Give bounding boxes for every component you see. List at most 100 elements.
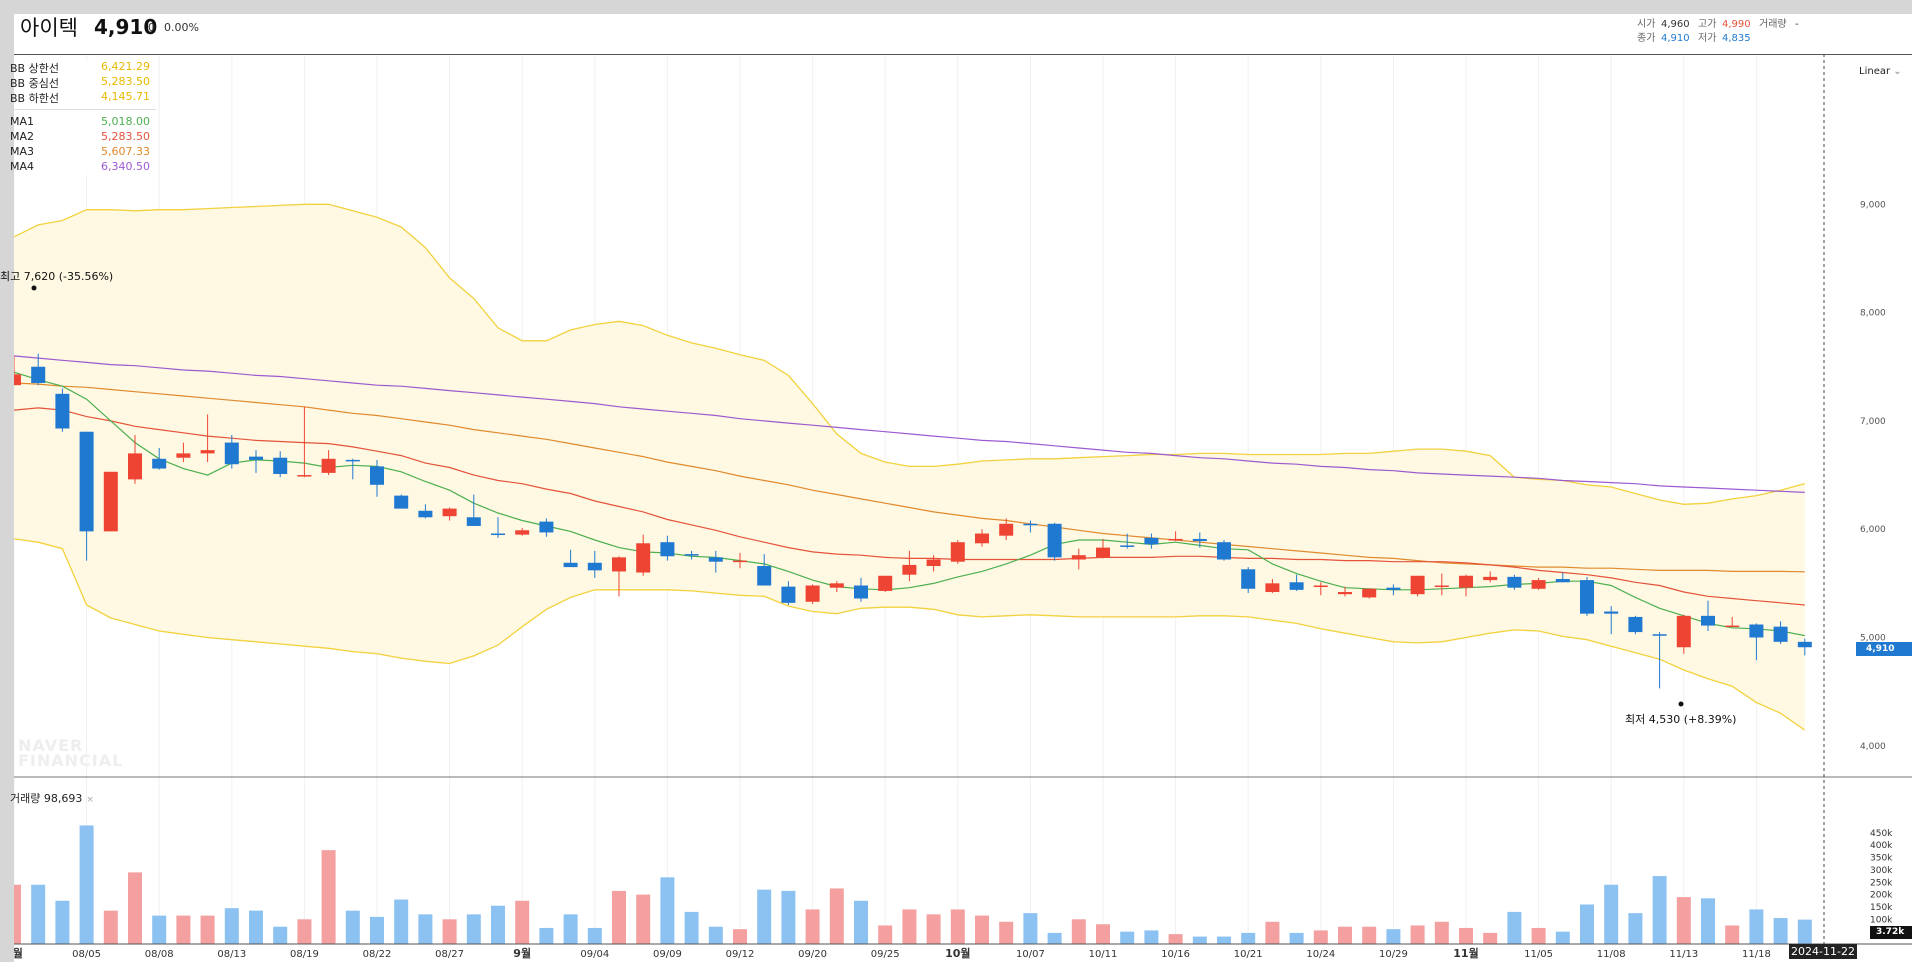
candle-body [466,517,481,526]
price-change-pct: 0.00% [164,21,199,34]
candle-body [224,442,239,465]
volume-bar [999,921,1014,944]
chart-canvas[interactable]: 9,000 8,000 7,000 6,000 5,000 4,000 450k 400k 35… [14,14,1912,962]
volume-title-text: 거래량 98,693 [10,792,83,805]
x-tick-label: 08/22 [363,949,392,960]
ma-legend-name: MA1 [10,115,35,128]
volume-bar [442,919,457,944]
candle-body [539,521,554,533]
volume-bar [636,894,651,944]
candle-body [1338,592,1352,595]
volume-bar [902,909,917,944]
volume-bar [345,910,360,944]
x-tick-label: 11/05 [1524,949,1553,960]
high-marker [31,285,37,291]
x-tick-label: 09/20 [798,949,827,960]
candle-body [128,453,142,480]
volume-bar [491,905,505,944]
ma-legend-value: 5,018.00 [101,115,150,128]
x-tick-label: 10/16 [1161,949,1190,960]
x-tick-label: 10/29 [1379,949,1408,960]
candle-body [781,586,796,603]
ma-legend-row: MA3 5,607.33 [10,145,156,160]
candle-body [757,566,772,586]
candle-body [1386,587,1401,590]
current-volume-tag: 3.72k [1870,926,1912,939]
legend-divider [14,109,156,110]
candle-body [1120,545,1135,547]
volume-bar [31,884,46,944]
candle-body [1604,611,1619,614]
bb-legend-row: BB 상한선 6,421.29 [10,60,156,75]
close-icon[interactable]: × [86,795,94,805]
volume-bar [1701,898,1715,944]
candle-body [684,554,699,556]
candles [14,353,1812,689]
volume-bar [1023,913,1038,944]
candle-body [587,562,602,571]
volume-bar [563,914,578,944]
volume-bar [1580,904,1594,944]
candle-body [854,585,868,599]
volume-bar [370,916,384,944]
volume-tick-label: 150k [1870,903,1893,913]
volume-bar [1047,932,1062,944]
price-tick-label: 5,000 [1860,634,1886,644]
candle-body [1749,624,1764,638]
current-price: 4,910 [94,15,158,39]
candle-body [636,543,651,573]
candle-body [14,374,21,386]
x-tick-label: 09/25 [871,949,900,960]
volume-bar [612,890,626,944]
volume-tick-label: 400k [1870,841,1893,851]
candle-body [829,583,844,588]
candle-body [1507,576,1522,588]
scale-mode-button[interactable]: Linear ⌄ [1859,66,1902,77]
x-tick-label: 9월 [513,946,531,960]
x-tick-label: 10/24 [1306,949,1335,960]
candle-body [1023,523,1038,526]
naver-financial-watermark: NAVER FINANCIAL [18,738,123,769]
ma-legend-row: MA1 5,018.00 [10,115,156,130]
volume-quote: 거래량 - [1759,15,1799,30]
candle-body [370,466,384,485]
price-tick-label: 8,000 [1860,309,1886,319]
open-label: 시가 [1637,19,1656,30]
candle-body [1144,537,1159,545]
candle-body [878,575,893,591]
candle-body [1313,585,1328,588]
moving-averages [14,203,1806,731]
high-annotation: 최고 7,620 (-35.56%) [0,270,114,283]
volume-bar [878,925,893,944]
price-tick-label: 9,000 [1860,200,1886,210]
open-quote: 시가 4,960 [1637,15,1690,30]
x-tick-label: 11월 [1453,946,1478,960]
candle-body [55,393,70,429]
candle-body [1725,625,1740,628]
volume-bar [103,910,118,944]
close-quote: 종가 4,910 [1637,29,1690,44]
price-tick-label: 6,000 [1860,525,1886,535]
candle-body [708,557,723,562]
candle-body [1483,576,1498,581]
volume-bar [1386,929,1401,944]
volume-bar [55,900,70,944]
volume-bar [1362,926,1377,944]
volume-bar [950,909,965,944]
volume-bar [1773,918,1788,944]
candle-body [345,459,360,462]
bb-legend-value: 5,283.50 [101,75,150,88]
volume-bar [1192,936,1207,944]
ma-legend-value: 6,340.50 [101,160,150,173]
candle-body [1289,582,1304,590]
volume-bar [1531,927,1546,944]
candle-body [1773,626,1788,642]
candle-body [1192,538,1207,542]
candle-body [273,457,288,474]
candle-body [515,530,530,535]
x-tick-label: 08/19 [290,949,319,960]
ma-legend-row: MA4 6,340.50 [10,160,156,175]
volume-bar [539,927,554,944]
price-tick-label: 4,000 [1860,742,1886,752]
volume-bar [587,927,602,944]
